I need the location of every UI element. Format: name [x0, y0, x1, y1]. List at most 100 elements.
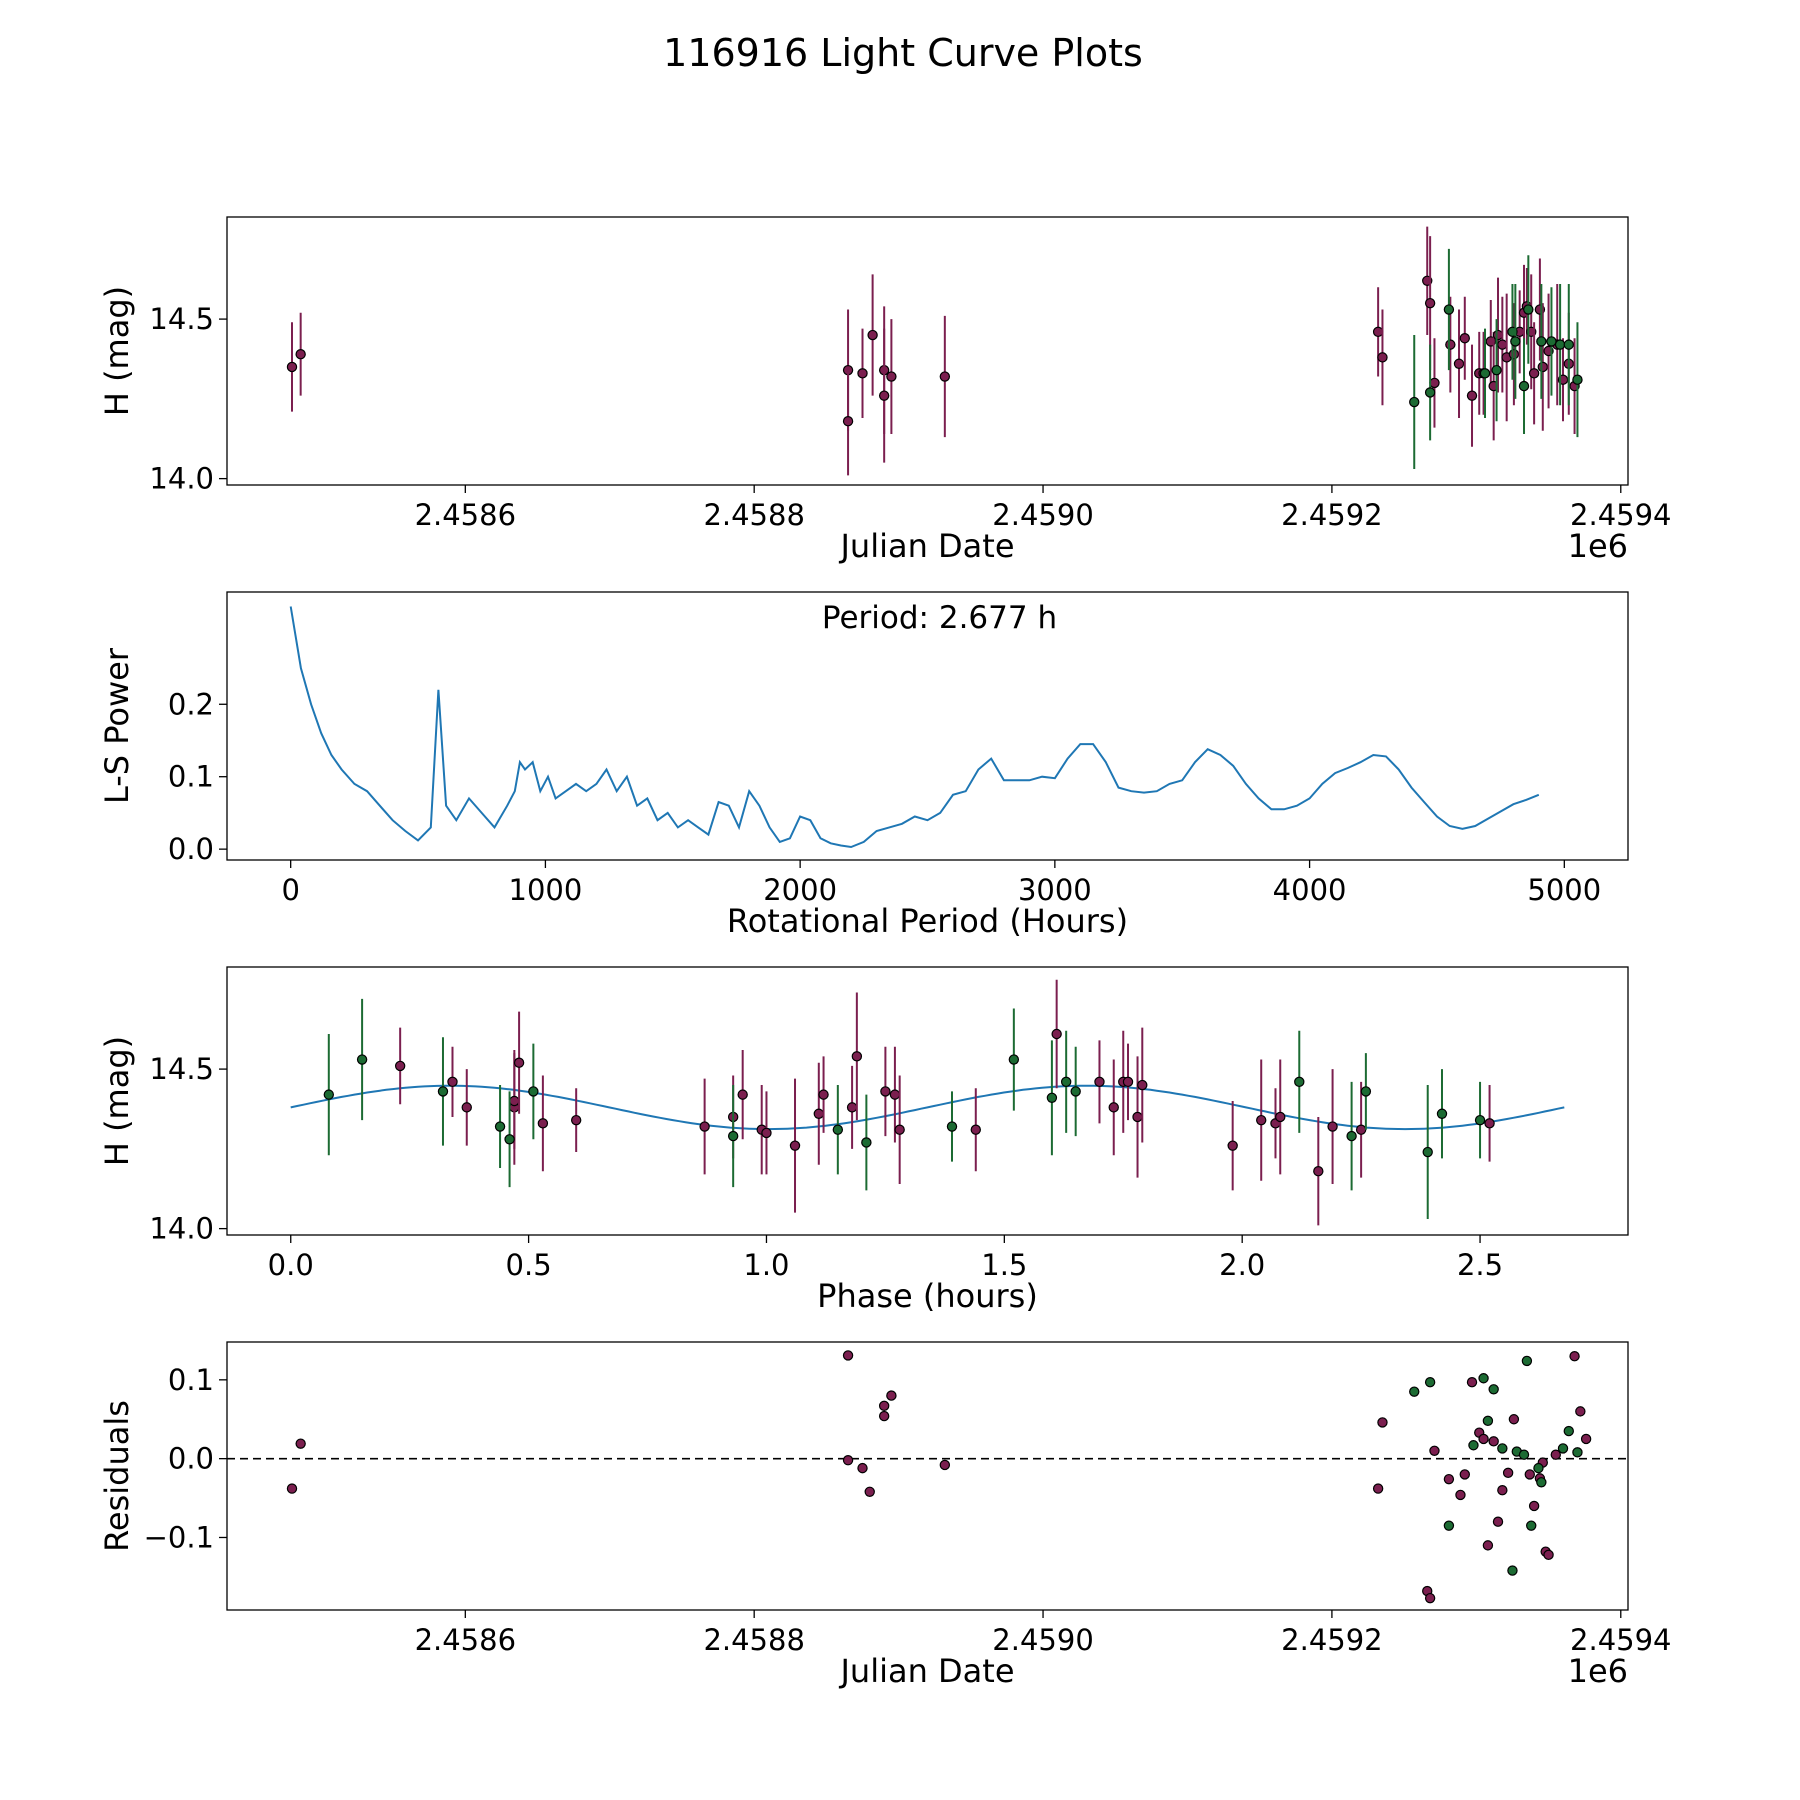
data-point — [1132, 1111, 1143, 1123]
data-point — [1122, 1076, 1134, 1088]
data-point — [1409, 1386, 1420, 1397]
x-tick-label: 0.0 — [268, 1248, 314, 1282]
y-tick-label: −0.1 — [144, 1520, 214, 1554]
data-point — [1569, 1350, 1580, 1362]
data-point — [878, 390, 890, 401]
x-tick-label: 2.4594 — [1570, 498, 1671, 532]
data-point — [1355, 1124, 1367, 1135]
data-point — [761, 1127, 772, 1139]
data-point — [1526, 1520, 1537, 1531]
data-point — [1094, 1076, 1105, 1088]
data-point — [1497, 339, 1508, 350]
data-point — [894, 1124, 905, 1135]
residuals-offset-label: 1e6 — [1568, 1652, 1628, 1690]
data-point — [1436, 1108, 1448, 1119]
phased-series-green — [323, 998, 1486, 1220]
data-point — [1455, 1489, 1466, 1501]
data-point — [857, 1462, 868, 1474]
data-point — [842, 1455, 854, 1466]
x-tick-label: 2.0 — [1219, 1248, 1265, 1282]
data-point — [1313, 1165, 1324, 1177]
data-point — [1554, 339, 1566, 350]
phased-x-axis-label: Phase (hours) — [817, 1277, 1038, 1315]
data-point — [1488, 1384, 1499, 1395]
data-point — [1524, 1469, 1535, 1480]
data-point — [1443, 304, 1455, 315]
periodogram-line — [289, 606, 1540, 849]
data-point — [1474, 1114, 1486, 1126]
data-point — [1424, 297, 1436, 309]
data-point — [1580, 1433, 1592, 1445]
data-point — [1536, 336, 1547, 347]
x-tick-label: 5000 — [1527, 873, 1601, 907]
data-point — [1372, 326, 1384, 338]
data-point — [1484, 1118, 1495, 1129]
data-point — [1523, 304, 1534, 315]
data-point — [1377, 1417, 1388, 1428]
data-point — [1557, 1443, 1569, 1454]
data-point — [1478, 1433, 1489, 1445]
data-point — [1008, 1054, 1020, 1065]
data-point — [1492, 1516, 1504, 1527]
data-point — [846, 1102, 858, 1113]
x-tick-label: 2.4594 — [1570, 1623, 1671, 1657]
data-point — [789, 1140, 801, 1151]
data-point — [1429, 377, 1440, 389]
data-point — [509, 1095, 520, 1107]
data-point — [1453, 358, 1465, 369]
data-point — [295, 348, 306, 360]
residuals-series-green — [1409, 1355, 1583, 1576]
y-tick-label: 0.1 — [168, 760, 214, 794]
periodogram-axes-frame — [226, 591, 1629, 861]
data-point — [394, 1060, 406, 1072]
data-point — [946, 1121, 958, 1132]
phased-y-axis-label: H (mag) — [98, 1036, 136, 1166]
data-point — [1492, 329, 1504, 341]
y-tick-label: 14.0 — [149, 1212, 214, 1246]
figure-title: 116916 Light Curve Plots — [663, 31, 1143, 75]
data-point — [504, 1134, 515, 1145]
data-point — [818, 1089, 829, 1100]
data-point — [1070, 1086, 1081, 1097]
data-point — [1488, 1436, 1499, 1447]
x-tick-label: 2000 — [763, 873, 837, 907]
lightcurve-offset-label: 1e6 — [1568, 527, 1628, 565]
y-tick-label: 0.0 — [168, 1442, 214, 1476]
data-point — [286, 361, 298, 373]
data-point — [1572, 374, 1583, 385]
data-point — [1479, 368, 1491, 379]
data-point — [727, 1130, 739, 1142]
data-point — [1537, 361, 1548, 373]
data-point — [1528, 368, 1540, 379]
phased-axes-frame — [226, 966, 1629, 1236]
data-point — [878, 1410, 890, 1422]
data-point — [1518, 1449, 1530, 1460]
data-point — [880, 1086, 891, 1097]
data-point — [1478, 1373, 1489, 1384]
data-point — [1294, 1076, 1305, 1088]
data-point — [1507, 1565, 1518, 1576]
data-point — [1497, 1484, 1508, 1496]
data-point — [1572, 1447, 1583, 1458]
data-point — [1429, 1445, 1440, 1456]
data-point — [286, 1483, 298, 1494]
x-tick-label: 2.4586 — [415, 1623, 516, 1657]
data-point — [970, 1124, 981, 1135]
data-point — [1536, 1477, 1547, 1488]
data-point — [842, 415, 854, 427]
data-point — [1372, 1483, 1384, 1494]
data-point — [295, 1438, 306, 1449]
lightcurve-y-axis-label: H (mag) — [98, 286, 136, 416]
data-point — [1360, 1086, 1372, 1097]
x-tick-label: 2.4592 — [1281, 1623, 1382, 1657]
data-point — [528, 1086, 539, 1097]
data-point — [842, 1350, 854, 1361]
data-point — [1051, 1028, 1062, 1040]
lightcurve-x-axis-label: Julian Date — [838, 527, 1014, 565]
x-tick-label: 3000 — [1018, 873, 1092, 907]
x-tick-label: 4000 — [1273, 873, 1347, 907]
residuals-plot-area — [227, 1350, 1628, 1604]
data-point — [851, 1051, 863, 1062]
data-point — [437, 1086, 449, 1097]
data-point — [1543, 1549, 1554, 1561]
